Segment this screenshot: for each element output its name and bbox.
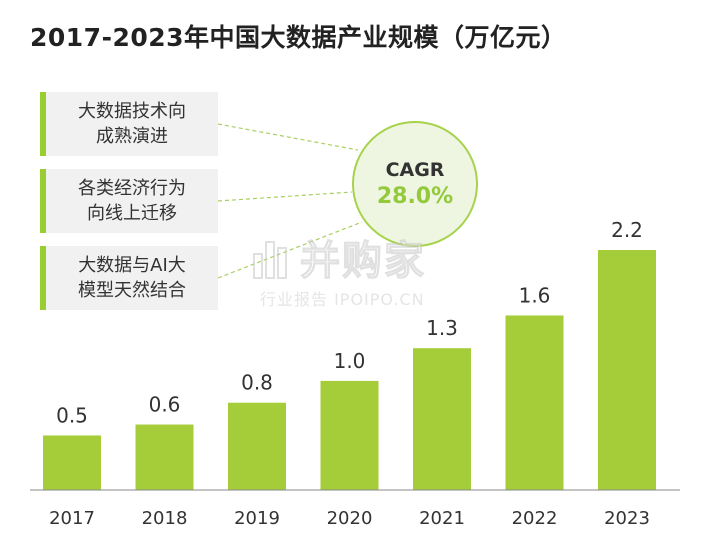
callout-text: 大数据技术向 成熟演进	[78, 101, 186, 147]
bar-value-label: 1.0	[334, 349, 366, 373]
bar	[598, 250, 656, 490]
callout-box: 大数据与AI大 模型天然结合	[40, 246, 218, 310]
x-tick-label: 2019	[234, 508, 280, 529]
x-tick-label: 2018	[142, 508, 188, 529]
connector-line	[217, 191, 353, 202]
callout-text: 大数据与AI大 模型天然结合	[78, 255, 186, 301]
x-tick-label: 2023	[604, 508, 650, 529]
bar	[413, 348, 471, 490]
cagr-value: 28.0%	[376, 184, 454, 209]
bar-value-label: 0.6	[149, 393, 181, 417]
bars-group: 0.5 0.6 0.8 1.0 1.3 1.6 2.2	[43, 218, 656, 490]
bar-value-label: 0.5	[56, 403, 88, 427]
connector-line	[217, 123, 359, 151]
bar-value-label: 2.2	[611, 218, 643, 242]
x-tick-label: 2021	[419, 508, 465, 529]
bar	[320, 380, 379, 490]
bar-value-label: 1.6	[519, 283, 551, 307]
connector-lines	[217, 123, 363, 279]
x-tick-label: 2020	[327, 508, 373, 529]
connector-line	[217, 221, 363, 279]
x-tick-label: 2017	[49, 508, 95, 529]
callout-box: 大数据技术向 成熟演进	[40, 92, 218, 156]
bar	[505, 315, 564, 490]
bar	[228, 402, 286, 490]
bar-value-label: 1.3	[426, 316, 458, 340]
cagr-label: CAGR	[385, 159, 445, 181]
chart-title: 2017-2023年中国大数据产业规模（万亿元）	[30, 23, 567, 52]
bar	[135, 424, 194, 490]
callout-text: 各类经济行为 向线上迁移	[78, 178, 186, 224]
x-tick-labels: 2017 2018 2019 2020 2021 2022 2023	[49, 508, 650, 529]
x-tick-label: 2022	[512, 508, 558, 529]
callout-box: 各类经济行为 向线上迁移	[40, 169, 218, 233]
bar	[43, 435, 101, 490]
bar-value-label: 0.8	[241, 371, 273, 395]
cagr-badge: CAGR 28.0%	[352, 121, 478, 247]
